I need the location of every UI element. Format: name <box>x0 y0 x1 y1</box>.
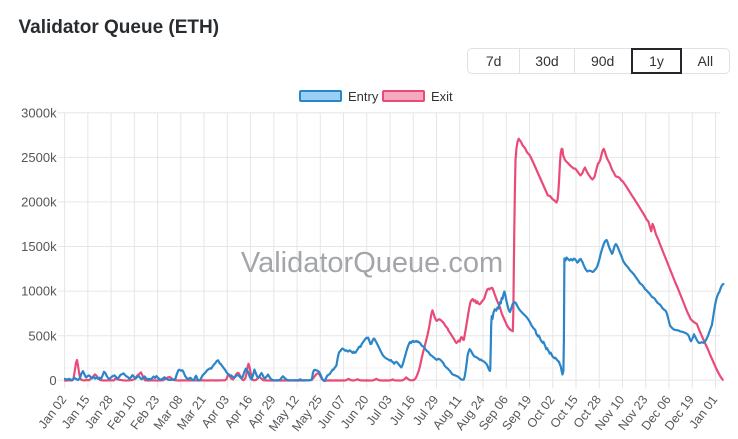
svg-text:500k: 500k <box>28 328 57 343</box>
svg-text:ValidatorQueue.com: ValidatorQueue.com <box>241 247 503 279</box>
svg-text:2000k: 2000k <box>21 195 57 210</box>
svg-text:2500k: 2500k <box>21 150 57 165</box>
svg-text:1500k: 1500k <box>21 239 57 254</box>
svg-text:0: 0 <box>49 373 56 388</box>
svg-text:1000k: 1000k <box>21 284 57 299</box>
svg-text:3000k: 3000k <box>21 105 57 120</box>
